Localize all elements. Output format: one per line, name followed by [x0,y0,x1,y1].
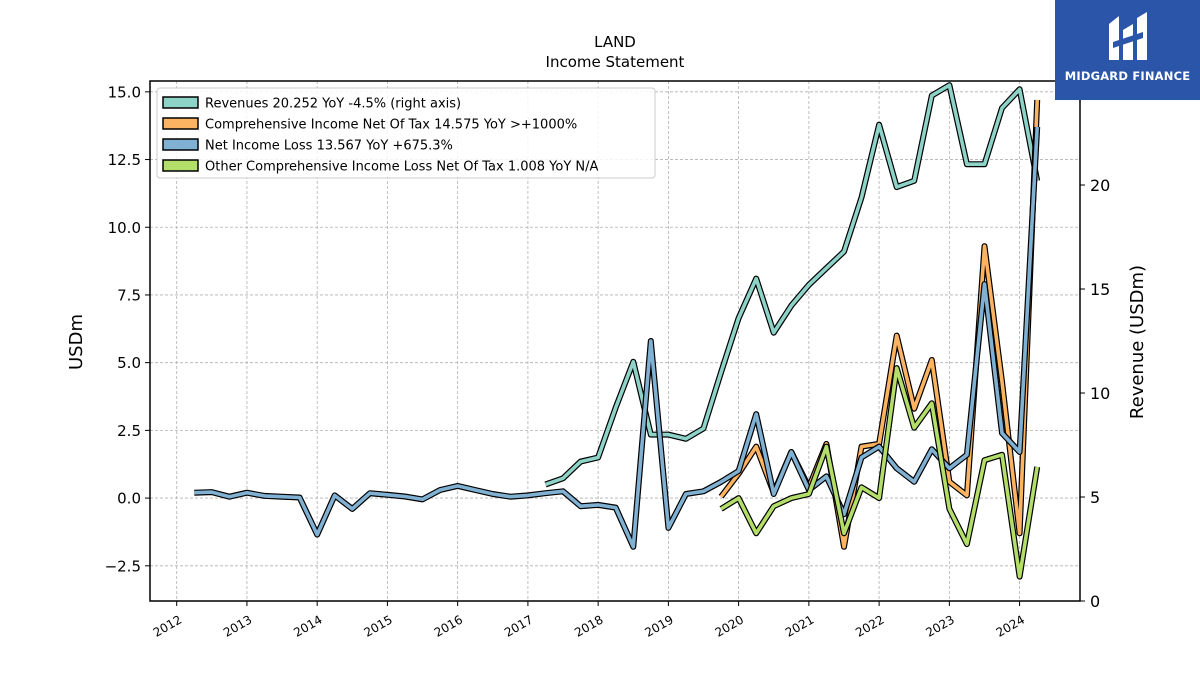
x-tick-label: 2022 [853,612,886,639]
x-tick-label: 2019 [642,612,675,639]
y-tick-label: 12.5 [108,151,141,169]
y2-tick-label: 5 [1090,488,1100,507]
x-tick-label: 2024 [994,612,1027,639]
legend: Revenues 20.252 YoY -4.5% (right axis) Co… [156,87,656,179]
y2-axis-label: Revenue (USDm) [1127,265,1148,419]
chart-title: LAND [594,33,636,51]
y-tick-label: −2.5 [105,557,141,575]
x-tick-label: 2014 [291,612,324,639]
legend-label: Revenues 20.252 YoY -4.5% (right axis) [205,97,461,112]
x-tick-label: 2020 [713,612,746,639]
legend-swatch [162,117,199,130]
y-tick-label: 15.0 [108,83,141,101]
x-tick-label: 2016 [432,612,465,639]
x-tick-label: 2012 [151,612,184,639]
y-axis-label: USDm [66,314,87,370]
plot-frame [149,80,1081,602]
series-outline-net-2 [194,126,1041,550]
x-tick-label: 2021 [783,612,816,639]
y2-tick-label: 10 [1090,384,1110,403]
series-layer [194,82,1041,580]
chart-subtitle: Income Statement [546,53,685,71]
legend-swatch [162,138,199,151]
brand-mark-icon [1109,12,1147,60]
x-tick-label: 2023 [923,612,956,639]
brand-name: MIDGARD FINANCE [1064,69,1191,83]
y2-tick-label: 15 [1090,280,1110,299]
series-line-net-2 [194,126,1039,549]
x-tick-label: 2018 [572,612,605,639]
legend-label: Net Income Loss 13.567 YoY +675.3% [205,139,453,154]
y-tick-label: 0.0 [117,490,141,508]
legend-swatch [162,159,199,172]
legend-box [156,87,656,179]
y2-tick-label: 0 [1090,592,1100,611]
x-tick-label: 2013 [221,612,254,639]
y-tick-label: 2.5 [117,422,141,440]
brand-logo: MIDGARD FINANCE [1055,0,1200,100]
legend-swatch [162,96,199,109]
y-tick-label: 10.0 [108,219,141,237]
y-tick-label: 7.5 [117,286,141,304]
series-line-revenues-0 [544,83,1039,487]
x-tick-label: 2015 [361,612,394,639]
y2-tick-label: 20 [1090,176,1110,195]
legend-label: Comprehensive Income Net Of Tax 14.575 Y… [205,118,577,133]
y-tick-label: 5.0 [117,354,141,372]
legend-label: Other Comprehensive Income Loss Net Of T… [205,160,599,175]
x-tick-label: 2017 [502,612,535,639]
series-line-other-3 [720,366,1039,579]
